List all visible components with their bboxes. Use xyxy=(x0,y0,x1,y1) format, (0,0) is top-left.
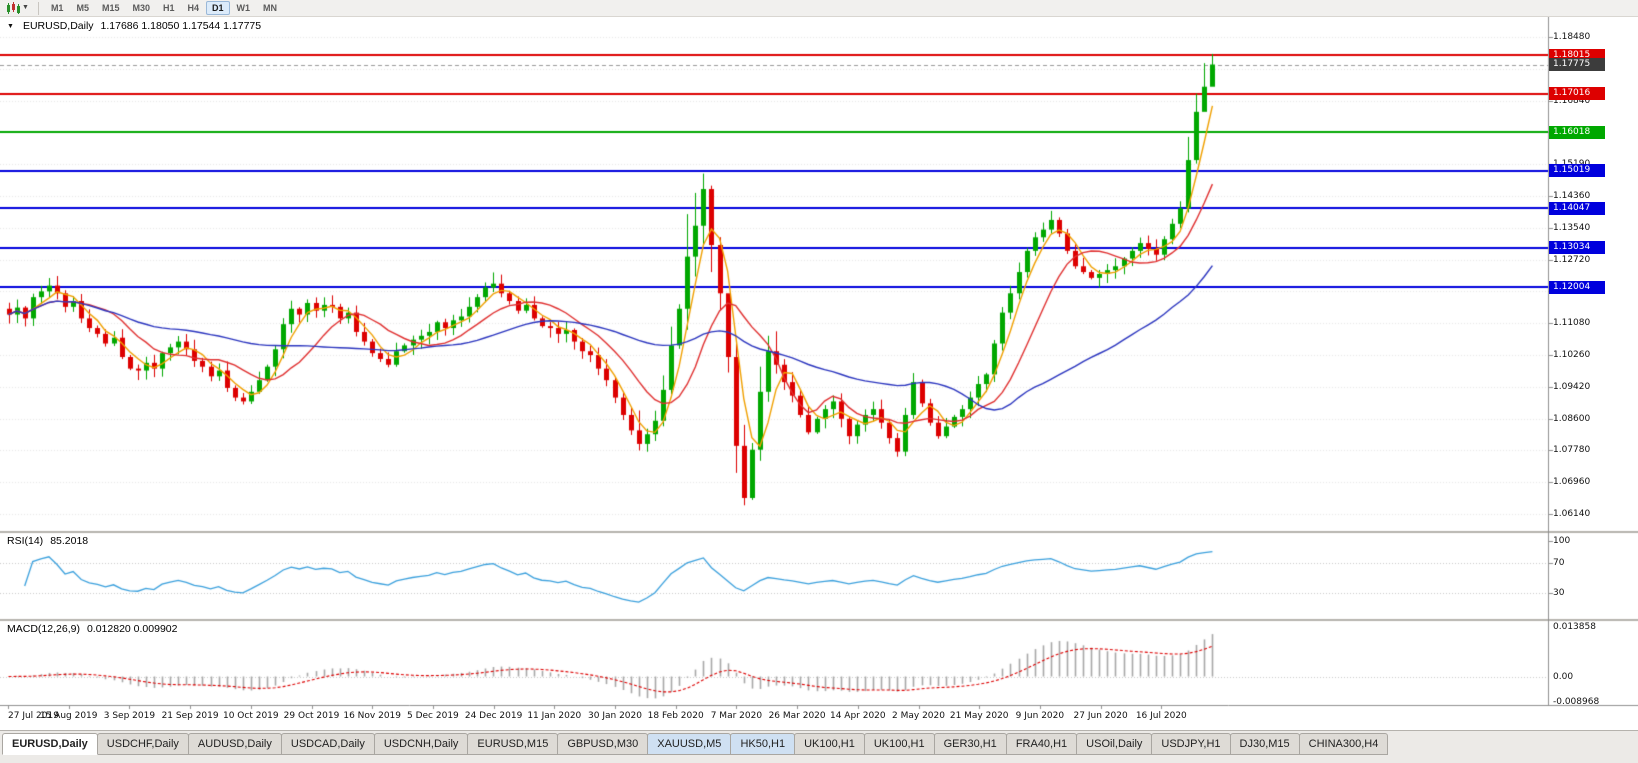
price-level-badge: 1.17775 xyxy=(1549,58,1605,71)
date-axis-label: 27 Jul 2019 xyxy=(8,711,59,721)
price-axis-label: 1.13540 xyxy=(1553,223,1591,234)
timeframe-m30[interactable]: M30 xyxy=(132,3,150,13)
price-axis-label: 1.12720 xyxy=(1553,254,1591,265)
tab-uk100-h1[interactable]: UK100,H1 xyxy=(794,733,865,755)
date-axis-label: 11 Jan 2020 xyxy=(527,711,582,721)
toolbar-separator xyxy=(37,1,39,15)
chart-area: ▼ EURUSD,Daily 1.17686 1.18050 1.17544 1… xyxy=(0,17,1638,730)
price-axis-label: 1.14360 xyxy=(1553,191,1591,202)
date-axis-label: 30 Jan 2020 xyxy=(588,711,642,721)
price-level-badge: 1.14047 xyxy=(1549,201,1605,215)
date-axis-label: 5 Dec 2019 xyxy=(407,711,459,721)
price-level-badge: 1.17016 xyxy=(1549,87,1605,101)
macd-pane-header: MACD(12,26,9) 0.012820 0.009902 xyxy=(7,623,177,635)
price-axis-label: 1.11080 xyxy=(1553,318,1591,329)
tab-ger30-h1[interactable]: GER30,H1 xyxy=(933,733,1007,755)
price-axis-label: 1.18480 xyxy=(1553,32,1591,43)
price-axis-label: 1.09420 xyxy=(1553,382,1591,393)
tab-usdjpy-h1[interactable]: USDJPY,H1 xyxy=(1151,733,1231,755)
price-level-badge: 1.13034 xyxy=(1549,241,1605,255)
date-axis-label: 14 Apr 2020 xyxy=(829,711,886,721)
timeframe-d1[interactable]: D1 xyxy=(206,1,230,15)
rsi-indicator-value: 85.2018 xyxy=(50,535,89,547)
price-chart-canvas[interactable] xyxy=(0,17,1638,730)
price-axis-label: 1.10260 xyxy=(1553,349,1591,360)
date-axis-label: 21 May 2020 xyxy=(949,711,1009,721)
macd-axis-label: 0.00 xyxy=(1553,671,1574,682)
candlestick-chart-icon xyxy=(7,1,20,14)
symbol-label: EURUSD,Daily xyxy=(22,20,94,32)
tab-audusd-daily[interactable]: AUDUSD,Daily xyxy=(187,733,282,755)
date-axis-label: 29 Oct 2019 xyxy=(283,711,340,721)
chevron-down-icon: ▼ xyxy=(22,4,29,11)
rsi-pane-header: RSI(14) 85.2018 xyxy=(7,535,88,547)
price-level-badge: 1.16018 xyxy=(1549,125,1605,139)
date-axis-label: 2 May 2020 xyxy=(892,711,945,721)
tab-hk50-h1[interactable]: HK50,H1 xyxy=(730,733,796,755)
date-axis-label: 9 Jun 2020 xyxy=(1015,711,1065,721)
date-axis-label: 7 Mar 2020 xyxy=(710,711,763,721)
date-axis-label: 16 Nov 2019 xyxy=(343,711,402,721)
timeframe-m15[interactable]: M15 xyxy=(101,3,120,13)
ohlc-values: 1.17686 1.18050 1.17544 1.17775 xyxy=(100,20,262,32)
rsi-axis-label: 30 xyxy=(1553,587,1565,598)
tab-xauusd-m5[interactable]: XAUUSD,M5 xyxy=(647,733,732,755)
timeframe-m1[interactable]: M1 xyxy=(50,3,64,13)
timeframe-m5[interactable]: M5 xyxy=(76,3,89,13)
timeframe-buttons: M1 M5 M15 M30 H1 H4 D1 W1 MN xyxy=(45,1,283,15)
price-axis-label: 1.15190 xyxy=(1553,159,1590,169)
date-axis-label: 16 Jul 2020 xyxy=(1135,711,1187,721)
tab-eurusd-daily[interactable]: EURUSD,Daily xyxy=(2,733,98,755)
rsi-axis-label: 70 xyxy=(1553,558,1565,569)
timeframe-w1[interactable]: W1 xyxy=(236,3,251,13)
tab-gbpusd-m30[interactable]: GBPUSD,M30 xyxy=(557,733,649,755)
macd-axis-label: -0.008968 xyxy=(1553,697,1600,707)
tab-usoil-daily[interactable]: USOil,Daily xyxy=(1076,733,1153,755)
date-axis-label: 21 Sep 2019 xyxy=(161,711,219,721)
tab-usdcnh-daily[interactable]: USDCNH,Daily xyxy=(373,733,469,755)
chart-type-dropdown[interactable]: ▼ xyxy=(3,1,32,15)
timeframe-h4[interactable]: H4 xyxy=(187,3,200,13)
date-axis-label: 24 Dec 2019 xyxy=(464,711,523,721)
price-level-badge: 1.12004 xyxy=(1549,280,1605,294)
chart-tab-bar: EURUSD,Daily USDCHF,Daily AUDUSD,Daily USDC… xyxy=(0,730,1638,763)
tab-uk100-h1[interactable]: UK100,H1 xyxy=(863,733,935,755)
tab-china300-h4[interactable]: CHINA300,H4 xyxy=(1298,733,1389,755)
date-axis-label: 10 Oct 2019 xyxy=(222,711,279,721)
rsi-axis-label: 100 xyxy=(1553,536,1571,546)
symbol-dropdown-icon[interactable]: ▼ xyxy=(7,22,14,30)
date-axis-label: 27 Jun 2020 xyxy=(1073,711,1128,721)
macd-indicator-value: 0.012820 0.009902 xyxy=(86,623,178,635)
price-axis-label: 1.06140 xyxy=(1553,508,1591,519)
timeframe-h1[interactable]: H1 xyxy=(163,3,175,13)
price-axis-label: 1.08600 xyxy=(1553,413,1591,424)
tab-fra40-h1[interactable]: FRA40,H1 xyxy=(1005,733,1078,755)
date-axis-label: 26 Mar 2020 xyxy=(768,711,826,721)
tab-usdchf-daily[interactable]: USDCHF,Daily xyxy=(96,733,189,755)
main-pane-header: ▼ EURUSD,Daily 1.17686 1.18050 1.17544 1… xyxy=(7,20,261,32)
rsi-indicator-label: RSI(14) xyxy=(7,535,44,547)
macd-axis-label: 0.013858 xyxy=(1553,622,1596,632)
price-level-badge: 1.15019 xyxy=(1549,164,1605,178)
price-axis-label: 1.07780 xyxy=(1553,445,1591,456)
date-axis-label: 3 Sep 2019 xyxy=(103,711,156,721)
price-axis-label: 1.16840 xyxy=(1553,95,1591,106)
date-axis-label: 15 Aug 2019 xyxy=(39,711,98,721)
tab-usdcad-daily[interactable]: USDCAD,Daily xyxy=(280,733,375,755)
timeframe-mn[interactable]: MN xyxy=(263,3,278,13)
top-toolbar: ▼ M1 M5 M15 M30 H1 H4 D1 W1 MN xyxy=(0,0,1638,17)
tab-eurusd-m15[interactable]: EURUSD,M15 xyxy=(467,733,559,755)
macd-indicator-label: MACD(12,26,9) xyxy=(7,623,80,635)
date-axis-label: 18 Feb 2020 xyxy=(647,711,704,721)
tab-dj30-m15[interactable]: DJ30,M15 xyxy=(1229,733,1300,755)
price-axis-label: 1.06960 xyxy=(1553,477,1591,488)
